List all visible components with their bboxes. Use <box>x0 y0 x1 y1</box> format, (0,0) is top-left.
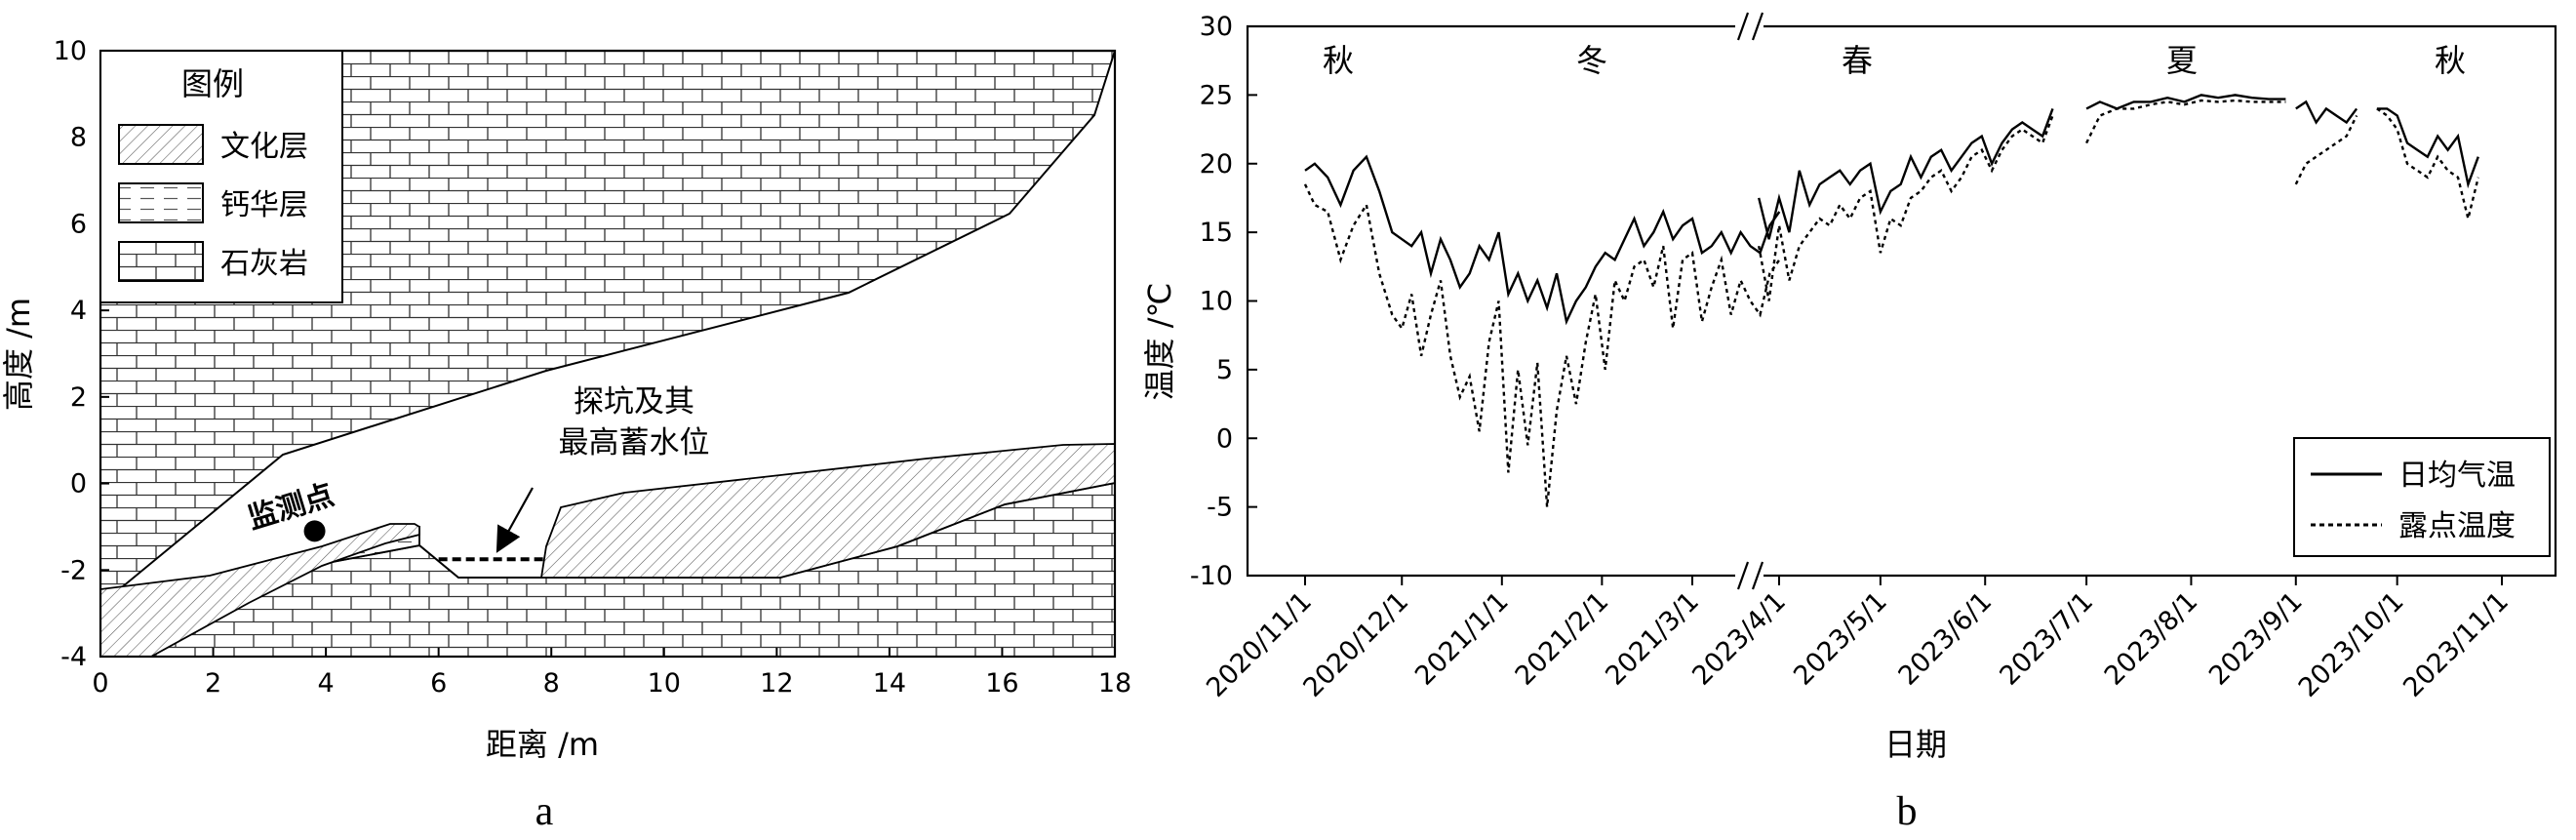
y-tick-label: 0 <box>1216 423 1233 454</box>
panel-a-x-axis: 0 2 4 6 8 10 12 14 16 18 <box>92 648 1131 699</box>
x-tick-label: 16 <box>985 668 1018 699</box>
y-tick-label: -2 <box>60 555 87 585</box>
y-tick-label: 10 <box>1200 287 1233 317</box>
cultural-layer-right-region <box>539 443 1115 579</box>
y-tick-label: 30 <box>1200 12 1233 42</box>
y-tick-label: -10 <box>1190 561 1233 591</box>
air-temp-series-line <box>1304 154 1781 326</box>
x-tick-label: 4 <box>318 668 335 699</box>
panel-a-label: a <box>535 789 554 834</box>
monitor-point-marker <box>303 520 326 542</box>
x-tick-label: 6 <box>430 668 447 699</box>
legend-swatch-travertine <box>118 182 204 223</box>
pit-label-line2: 最高蓄水位 <box>559 425 710 460</box>
axis-break-marks <box>1736 12 1764 590</box>
y-tick-label: 8 <box>70 123 87 153</box>
x-tick-label: 2023/11/1 <box>2398 586 2515 703</box>
x-tick-label: 2020/12/1 <box>1297 586 1414 703</box>
x-tick-label: 2 <box>205 668 221 699</box>
limestone-upper-region <box>100 51 1115 607</box>
y-tick-label: 5 <box>1216 355 1233 385</box>
y-tick-label: 2 <box>70 382 87 413</box>
dew-point-series-line <box>2376 107 2479 220</box>
x-tick-label: 2023/8/1 <box>2099 586 2204 692</box>
x-tick-label: 12 <box>760 668 793 699</box>
panel-a-legend: 图例 文化层 钙华层 石灰岩 <box>99 50 343 303</box>
legend-swatch-cultural <box>118 124 204 165</box>
legend-label-travertine: 钙华层 <box>220 188 308 222</box>
season-label-spring: 春 <box>1842 42 1873 79</box>
y-tick-label: 25 <box>1200 80 1233 110</box>
y-tick-label: -5 <box>1207 493 1233 523</box>
x-tick-label: 2021/3/1 <box>1600 586 1705 692</box>
legend-label-limestone: 石灰岩 <box>220 247 308 281</box>
x-tick-label: 8 <box>543 668 560 699</box>
x-tick-label: 18 <box>1098 668 1131 699</box>
dew-point-series-line <box>1758 115 2054 301</box>
x-tick-label: 2021/2/1 <box>1510 586 1615 692</box>
panel-a-frame <box>99 49 1117 659</box>
pit-label-line1: 探坑及其 <box>574 384 694 420</box>
air-temp-series-line <box>1758 107 2054 240</box>
y-tick-label: 20 <box>1200 149 1233 180</box>
cultural-layer-left-region <box>100 523 420 657</box>
panel-b-temperature-chart: -10 -5 0 5 10 15 20 25 30 2020/11/12020/12/12021… <box>1141 12 2557 834</box>
y-tick-label: 10 <box>54 36 87 66</box>
panel-b-xlabel: 日期 <box>1884 726 1947 763</box>
panel-b-y-axis: -10 -5 0 5 10 15 20 25 30 <box>1190 12 1257 591</box>
y-tick-label: 15 <box>1200 218 1233 248</box>
legend-label-air-temp: 日均气温 <box>2398 459 2516 493</box>
x-tick-label: 2021/1/1 <box>1409 586 1515 692</box>
legend-swatch-limestone <box>118 241 204 282</box>
x-tick-label: 14 <box>873 668 906 699</box>
panel-a-ylabel: 高度 /m <box>0 298 37 411</box>
season-label-summer: 夏 <box>2166 42 2198 79</box>
pit-arrow <box>495 487 534 553</box>
dew-point-series-line <box>1303 183 1781 507</box>
y-tick-label: 0 <box>70 469 87 500</box>
season-label-autumn-2: 秋 <box>2435 42 2466 79</box>
x-tick-label: 10 <box>648 668 681 699</box>
season-label-autumn-1: 秋 <box>1323 42 1354 79</box>
x-tick-label: 2023/4/1 <box>1686 586 1792 692</box>
air-temp-series-line <box>2376 107 2479 189</box>
y-tick-label: 4 <box>70 296 87 326</box>
panel-b-ylabel: 温度 /℃ <box>1141 283 1178 401</box>
panel-b-series-group <box>1303 94 2479 507</box>
dew-point-series-line <box>2294 114 2358 185</box>
legend-title: 图例 <box>181 65 244 102</box>
panel-a-cross-section: 0 2 4 6 8 10 12 14 16 18 -4 -2 0 2 4 6 8 10 图例 文化层 钙华层 石… <box>0 36 1131 834</box>
legend-label-dew-point: 露点温度 <box>2398 509 2516 543</box>
panel-b-label: b <box>1897 789 1918 834</box>
panel-b-x-axis: 2020/11/12020/12/12021/1/12021/2/12021/3… <box>1201 576 2515 703</box>
panel-b-legend: 日均气温 露点温度 <box>2293 437 2551 557</box>
dew-point-series-line <box>2085 99 2286 144</box>
panel-a-xlabel: 距离 /m <box>486 726 599 763</box>
season-label-winter: 冬 <box>1576 42 1607 79</box>
y-tick-label: 6 <box>70 209 87 239</box>
x-tick-label: 2023/6/1 <box>1893 586 1999 692</box>
air-temp-series-line <box>2295 100 2358 125</box>
x-tick-label: 2023/5/1 <box>1788 586 1893 692</box>
legend-label-cultural: 文化层 <box>220 130 308 164</box>
x-tick-label: 2023/10/1 <box>2293 586 2410 703</box>
x-tick-label: 2023/7/1 <box>1994 586 2099 692</box>
x-tick-label: 0 <box>92 668 108 699</box>
y-tick-label: -4 <box>60 642 87 672</box>
panel-a-y-axis: -4 -2 0 2 4 6 8 10 <box>54 36 109 672</box>
x-tick-label: 2023/9/1 <box>2203 586 2309 692</box>
